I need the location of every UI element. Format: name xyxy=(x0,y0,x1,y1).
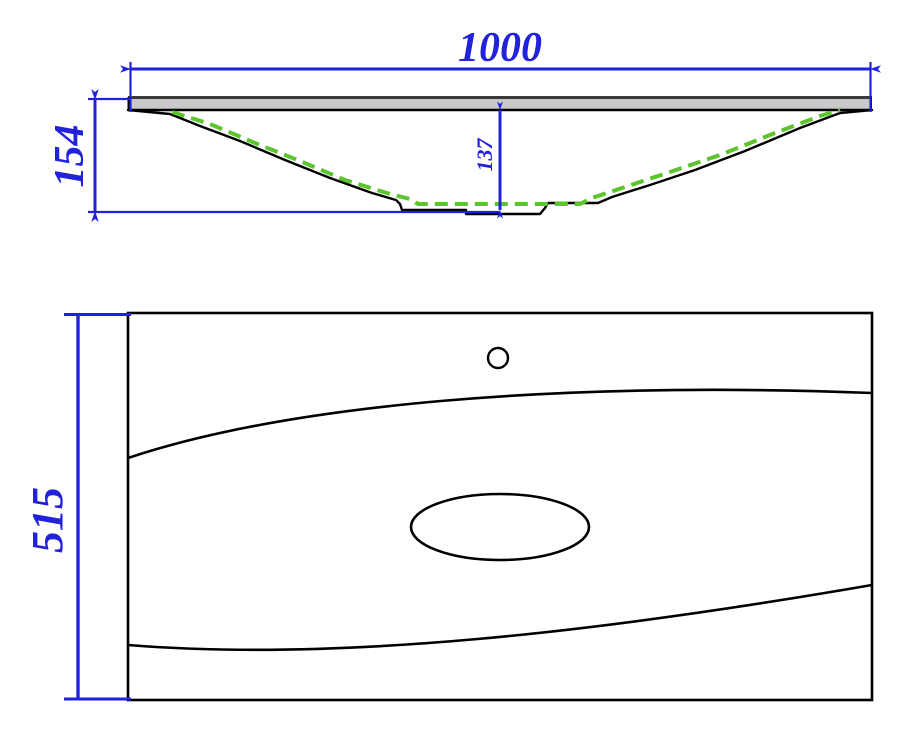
drain-opening-icon xyxy=(409,492,591,562)
dimension-overall-width: 1000 xyxy=(120,25,881,112)
section-view: 1000 154 137 xyxy=(47,25,881,222)
dimension-overall-depth: 515 xyxy=(23,313,131,701)
faucet-hole-icon xyxy=(486,346,510,370)
dimension-overall-height: 154 xyxy=(47,89,500,222)
basin-section-profile xyxy=(126,108,874,216)
basin-upper-edge-curve xyxy=(127,388,873,460)
plan-view: 515 xyxy=(23,311,874,702)
dimension-label-height: 154 xyxy=(47,125,93,188)
dimension-label-basin-depth: 137 xyxy=(472,138,497,172)
dimension-basin-depth: 137 xyxy=(472,101,503,219)
basin-liner-dashed-line xyxy=(171,108,841,206)
basin-lower-edge-curve xyxy=(127,583,873,652)
dimension-label-depth: 515 xyxy=(23,487,72,553)
dimension-label-width: 1000 xyxy=(458,25,542,71)
